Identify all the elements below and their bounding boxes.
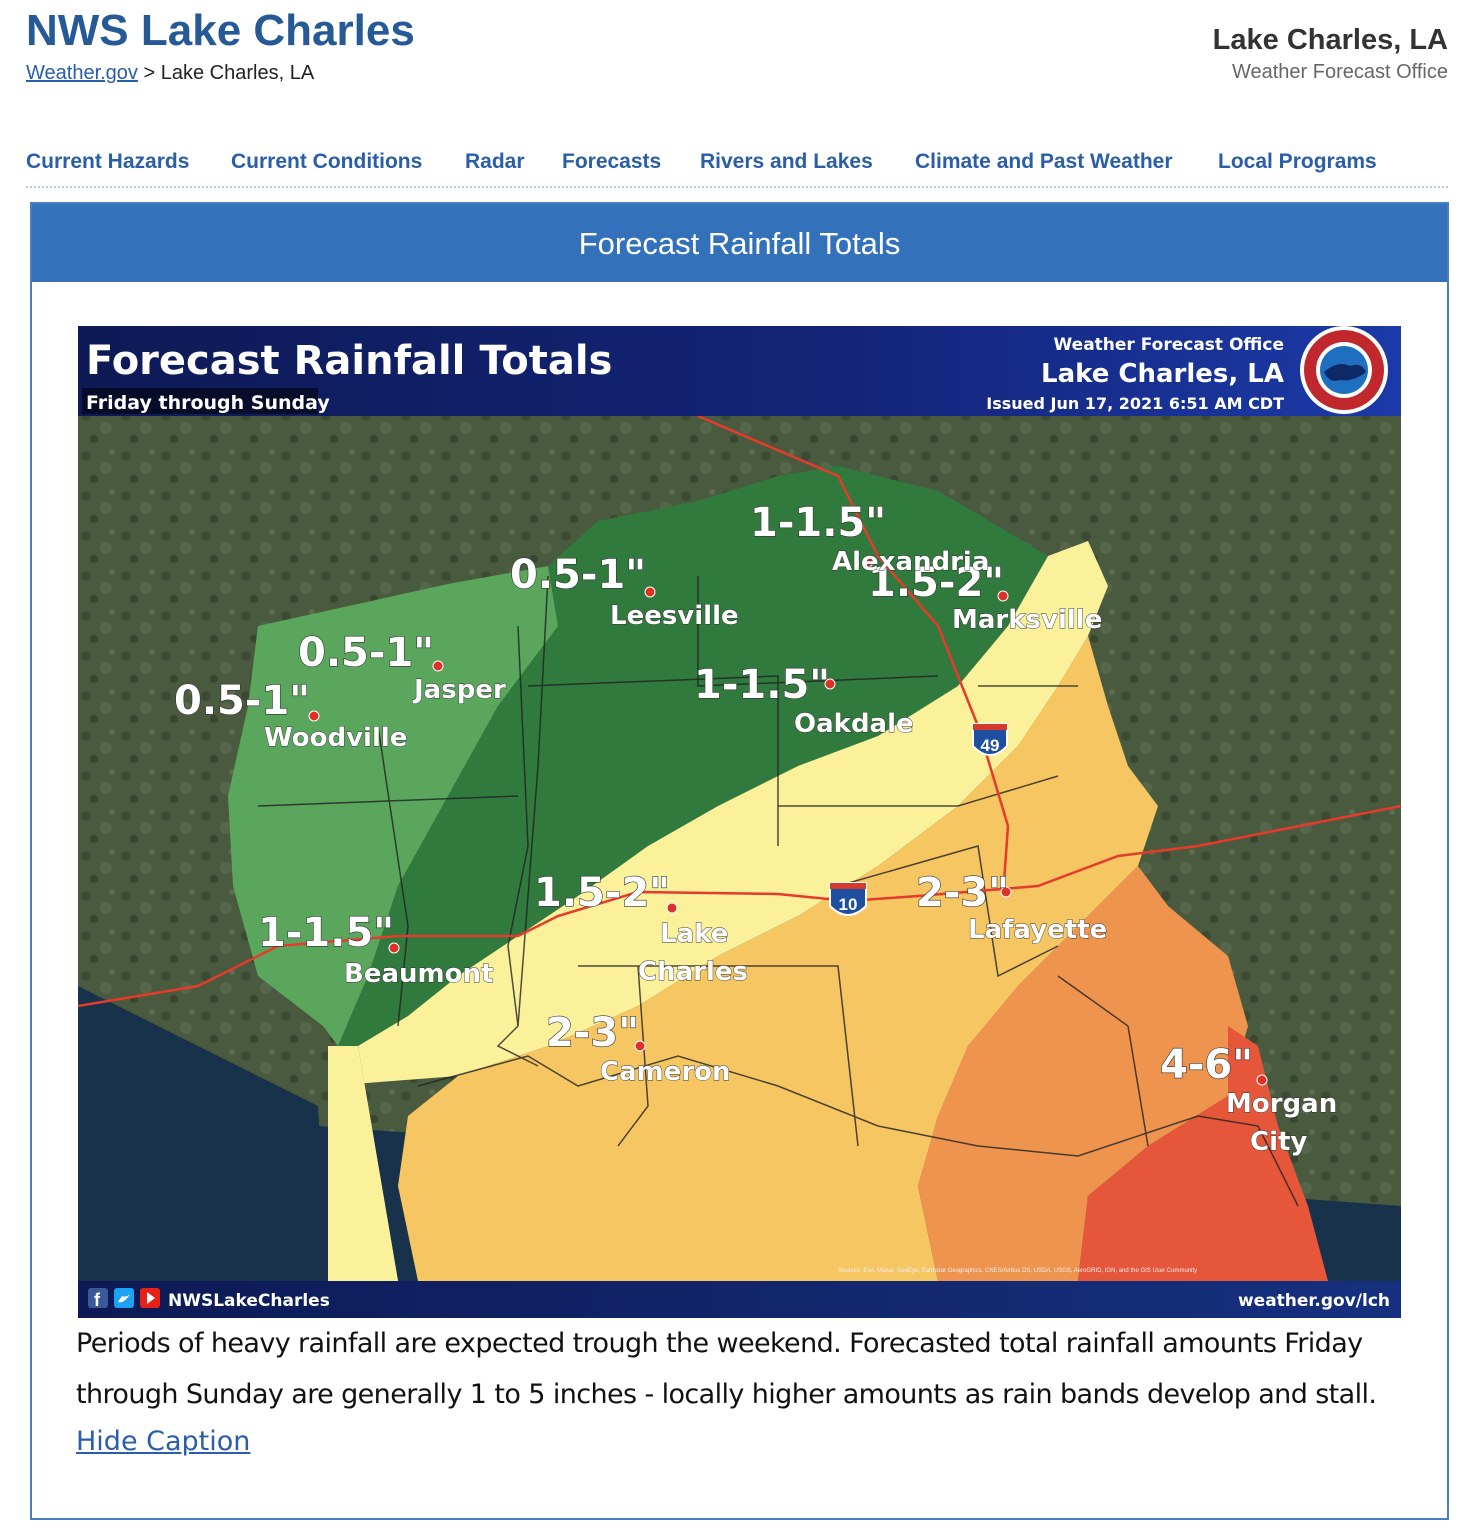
- city-label-alexandria: Alexandria: [832, 547, 989, 577]
- graphic-footer: [78, 1281, 1401, 1318]
- city-markers: [308, 556, 1268, 1086]
- interstate-49-shield: 49: [972, 723, 1008, 756]
- nav-local-programs[interactable]: Local Programs: [1218, 150, 1377, 173]
- marker-jasper: [432, 660, 444, 672]
- breadcrumb: Weather.gov > Lake Charles, LA: [26, 62, 314, 85]
- zone-yellow-orange: [398, 636, 1158, 1281]
- amount-label-jasper: 0.5-1": [298, 630, 434, 676]
- graphic-subtitle: Friday through Sunday: [86, 392, 330, 414]
- office-type: Weather Forecast Office: [1231, 61, 1448, 83]
- city-label-oakdale: Oakdale: [794, 709, 914, 739]
- interstate-10-label: 10: [839, 895, 858, 914]
- facebook-icon: [88, 1288, 108, 1308]
- nav-current-hazards[interactable]: Current Hazards: [26, 150, 190, 173]
- city-label-lake: Lake: [660, 919, 728, 949]
- marker-lafayette: [1000, 886, 1012, 898]
- breadcrumb-current: Lake Charles, LA: [160, 62, 315, 84]
- marker-cameron: [634, 1040, 646, 1052]
- svg-text:f: f: [94, 1290, 101, 1310]
- city-label-leesville: Leesville: [610, 601, 739, 631]
- amount-label-marksville: 1.5-2": [868, 560, 1004, 606]
- amount-label-beaumont: 1-1.5": [258, 910, 394, 956]
- zone-orange: [918, 866, 1248, 1281]
- marker-oakdale: [824, 678, 836, 690]
- nav-forecasts[interactable]: Forecasts: [562, 150, 662, 173]
- interstate-10-shield: 10: [829, 882, 867, 916]
- nav-radar[interactable]: Radar: [465, 150, 525, 173]
- city-label-lafayette: Lafayette: [968, 915, 1107, 945]
- marker-morgan-city: [1256, 1074, 1268, 1086]
- nws-logo-icon: [1300, 326, 1388, 414]
- city-label-city: City: [1250, 1127, 1307, 1157]
- zone-red-orange: [1078, 1026, 1328, 1281]
- city-label-woodville: Woodville: [264, 723, 407, 753]
- social-handle: NWSLakeCharles: [168, 1291, 330, 1311]
- breadcrumb-separator: >: [143, 62, 156, 84]
- main-nav: Current Hazards Current Conditions Radar…: [26, 150, 1448, 188]
- office-info: Lake Charles, LA Weather Forecast Office: [1213, 24, 1448, 84]
- panel-title: Forecast Rainfall Totals: [32, 204, 1447, 282]
- highways: [78, 414, 1401, 1008]
- city-label-beaumont: Beaumont: [344, 959, 493, 989]
- nav-rivers-and-lakes[interactable]: Rivers and Lakes: [700, 150, 873, 173]
- marker-alexandria: [862, 556, 874, 568]
- graphic-title: Forecast Rainfall Totals: [86, 338, 612, 384]
- amount-label-lafayette: 2-3": [916, 870, 1009, 916]
- rainfall-map-graphic: 49 10 0.5: [78, 326, 1401, 1318]
- office-name: Lake Charles, LA: [1212, 24, 1448, 56]
- content-panel: Forecast Rainfall Totals: [30, 202, 1449, 1520]
- graphic-wfo-label: Weather Forecast Office: [1054, 335, 1284, 355]
- marker-leesville: [644, 586, 656, 598]
- nav-current-conditions[interactable]: Current Conditions: [231, 150, 423, 173]
- graphic-issued: Issued Jun 17, 2021 6:51 AM CDT: [986, 394, 1284, 413]
- amount-label-woodville: 0.5-1": [174, 678, 310, 724]
- amount-label-cameron: 2-3": [546, 1010, 639, 1056]
- marker-marksville: [997, 590, 1009, 602]
- graphic-wfo-name: Lake Charles, LA: [1041, 359, 1284, 389]
- marker-beaumont: [388, 942, 400, 954]
- marker-lake-charles: [666, 902, 678, 914]
- amount-label-leesville: 0.5-1": [510, 552, 646, 598]
- amount-label-morgan-city: 4-6": [1160, 1042, 1253, 1088]
- zone-light-green: [228, 566, 558, 1046]
- hide-caption-link[interactable]: Hide Caption: [76, 1426, 251, 1457]
- gulf-water-west: [78, 986, 328, 1281]
- image-caption: Periods of heavy rainfall are expected t…: [76, 1328, 1377, 1410]
- amount-label-lake-charles: 1.5-2": [534, 870, 670, 916]
- parish-boundaries: [257, 575, 1299, 1207]
- marker-woodville: [308, 710, 320, 722]
- city-label-charles: Charles: [638, 957, 748, 987]
- amount-label-oakdale: 1-1.5": [694, 662, 830, 708]
- breadcrumb-home-link[interactable]: Weather.gov: [26, 62, 138, 84]
- site-title: NWS Lake Charles: [26, 6, 415, 55]
- map-credits: Sources: Esri, Maxar, GeoEye, Earthstar …: [838, 1268, 1197, 1274]
- zone-dark-green: [338, 466, 1048, 1046]
- graphic-website: weather.gov/lch: [1238, 1291, 1390, 1311]
- amount-label-alexandria: 1-1.5": [750, 500, 886, 546]
- interstate-49-label: 49: [981, 736, 1000, 755]
- city-label-marksville: Marksville: [952, 605, 1102, 635]
- nav-climate-and-past-weather[interactable]: Climate and Past Weather: [915, 150, 1173, 173]
- city-label-morgan: Morgan: [1226, 1089, 1337, 1119]
- city-label-cameron: Cameron: [600, 1057, 731, 1087]
- city-label-jasper: Jasper: [412, 675, 506, 705]
- zone-light-yellow: [328, 541, 1108, 1281]
